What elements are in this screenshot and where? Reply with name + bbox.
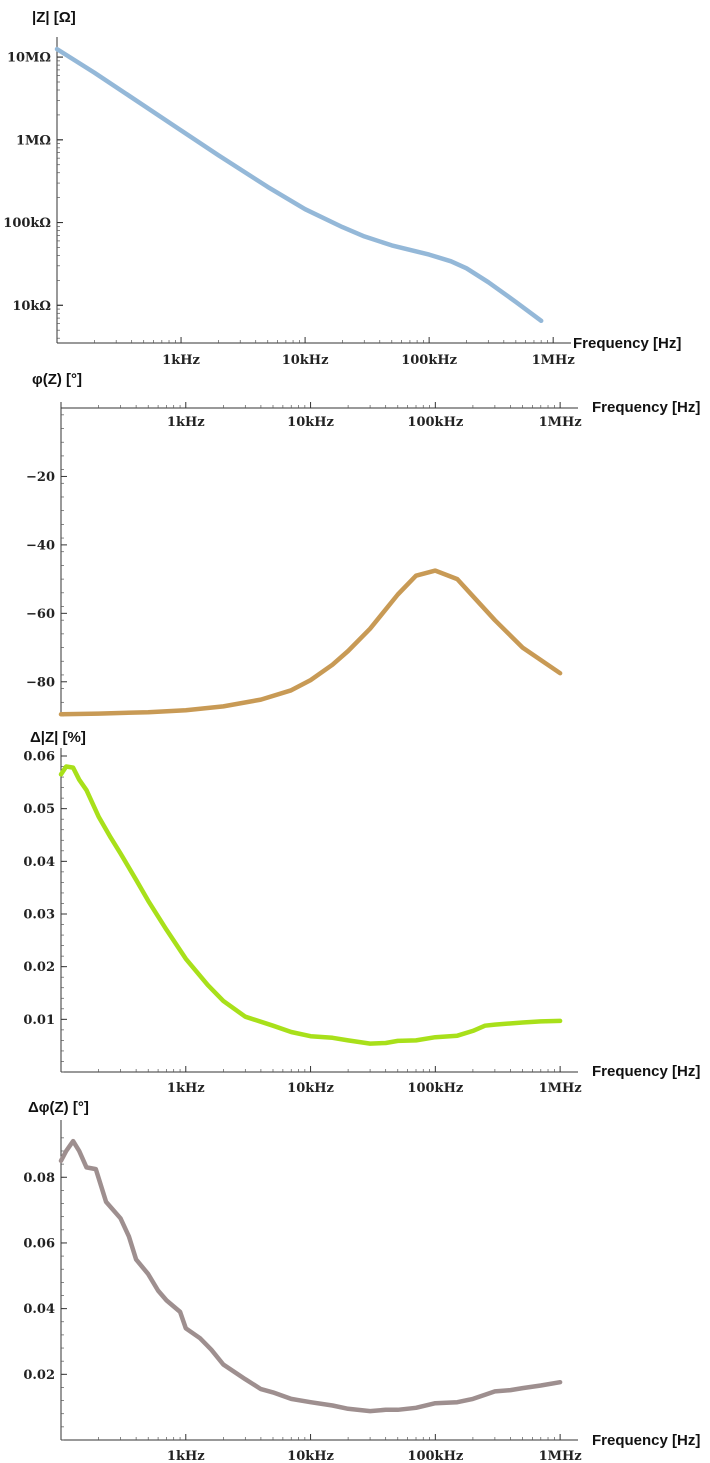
y-axis-title: φ(Z) [°] — [32, 371, 82, 388]
x-tick-label: 1MHz — [539, 415, 582, 430]
y-tick-label: 0.02 — [23, 960, 55, 975]
y-axis-title: Δ|Z| [%] — [30, 729, 86, 746]
x-axis-title: Frequency [Hz] — [592, 1432, 700, 1449]
y-tick-label: 0.08 — [23, 1171, 55, 1186]
y-tick-label: 0.05 — [23, 802, 55, 817]
y-tick-label: 0.02 — [23, 1368, 55, 1383]
y-tick-label: 0.06 — [23, 750, 55, 765]
series-line — [58, 568, 563, 717]
y-tick-label: 0.04 — [23, 855, 55, 870]
y-tick-label: 100kΩ — [3, 216, 51, 231]
y-axis-title: Δφ(Z) [°] — [28, 1099, 89, 1116]
y-tick-label: −40 — [26, 538, 55, 553]
y-tick-label: −20 — [26, 470, 55, 485]
x-axis-title: Frequency [Hz] — [573, 335, 681, 352]
x-tick-label: 1MHz — [539, 1081, 582, 1096]
x-tick-label: 100kHz — [401, 353, 457, 368]
y-tick-label: −60 — [26, 607, 55, 622]
x-tick-label: 1kHz — [167, 415, 205, 430]
x-tick-label: 10kHz — [287, 1449, 334, 1463]
y-tick-label: 10kΩ — [12, 299, 51, 314]
x-tick-label: 100kHz — [407, 1449, 463, 1463]
x-tick-label: 100kHz — [407, 1081, 463, 1096]
y-tick-label: 10MΩ — [7, 51, 51, 66]
series-line — [58, 1138, 563, 1414]
x-tick-label: 1MHz — [532, 353, 575, 368]
series-line — [58, 764, 563, 1046]
magnitude-deviation-panel: 1kHz 10kHz 100kHz 1MHz 0.01 0.02 0.03 0.04 0.05 0… — [23, 729, 700, 1096]
y-tick-label: 0.01 — [23, 1013, 55, 1028]
x-tick-label: 10kHz — [287, 415, 334, 430]
x-tick-label: 1kHz — [167, 1081, 205, 1096]
x-tick-label: 10kHz — [287, 1081, 334, 1096]
y-axis-title: |Z| [Ω] — [32, 9, 76, 26]
x-tick-label: 100kHz — [407, 415, 463, 430]
x-axis-title: Frequency [Hz] — [592, 1063, 700, 1080]
y-tick-label: −80 — [26, 675, 55, 690]
series-line — [54, 46, 544, 324]
x-tick-label: 1MHz — [539, 1449, 582, 1463]
y-tick-label: 0.06 — [23, 1236, 55, 1251]
x-tick-label: 1kHz — [162, 353, 200, 368]
y-tick-label: 1MΩ — [16, 133, 51, 148]
x-tick-label: 1kHz — [167, 1449, 205, 1463]
phase-deviation-panel: 1kHz 10kHz 100kHz 1MHz 0.02 0.04 0.06 0.08 Δφ(Z)… — [23, 1099, 700, 1463]
y-tick-label: 0.04 — [23, 1302, 55, 1317]
x-tick-label: 10kHz — [282, 353, 329, 368]
x-axis-title: Frequency [Hz] — [592, 399, 700, 416]
impedance-phase-panel: 1kHz 10kHz 100kHz 1MHz −20 −40 −60 −80 φ(Z) [°] F… — [26, 371, 700, 717]
impedance-magnitude-panel: 1kHz 10kHz 100kHz 1MHz 10kΩ 100kΩ 1MΩ 10MΩ |Z| [… — [3, 9, 681, 368]
y-tick-label: 0.03 — [23, 908, 55, 923]
